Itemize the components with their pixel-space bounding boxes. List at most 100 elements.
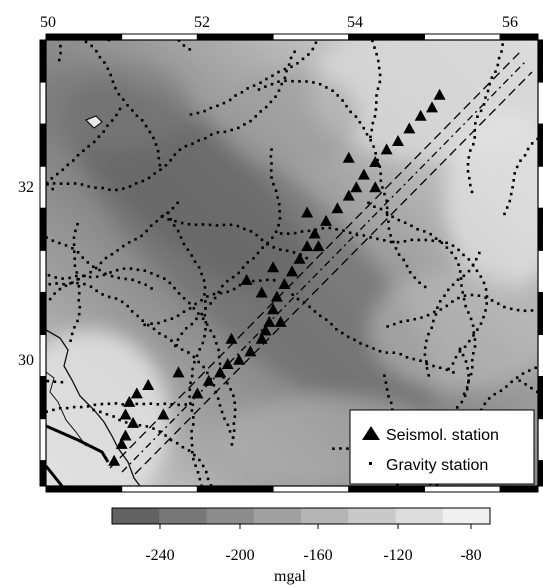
gravity-station-marker bbox=[226, 423, 230, 427]
gravity-station-marker bbox=[383, 374, 386, 377]
gravity-station-marker bbox=[209, 329, 212, 332]
gravity-station-marker bbox=[164, 335, 167, 338]
gravity-station-marker bbox=[451, 362, 455, 365]
gravity-station-marker bbox=[76, 278, 79, 281]
gravity-station-marker bbox=[355, 233, 359, 237]
frame-segment-right bbox=[537, 249, 543, 293]
seismic-station-marker bbox=[433, 88, 446, 100]
gravity-station-marker bbox=[397, 218, 401, 222]
gravity-station-marker bbox=[331, 89, 334, 92]
gravity-station-marker bbox=[218, 404, 222, 407]
gravity-station-marker bbox=[330, 322, 333, 326]
gravity-station-marker bbox=[143, 323, 146, 327]
gravity-station-marker bbox=[462, 297, 466, 301]
gravity-station-marker bbox=[465, 386, 469, 389]
gravity-station-marker bbox=[425, 339, 428, 343]
gravity-station-marker bbox=[72, 243, 76, 246]
gravity-station-marker bbox=[232, 422, 236, 425]
gravity-station-marker bbox=[410, 238, 414, 242]
colorbar-tick-label: -160 bbox=[303, 547, 332, 564]
frame-segment-right bbox=[537, 376, 543, 420]
gravity-station-marker bbox=[144, 124, 148, 128]
gravity-station-marker bbox=[131, 109, 134, 112]
gravity-station-marker bbox=[203, 334, 206, 338]
gravity-station-marker bbox=[76, 319, 79, 323]
gravity-station-marker bbox=[198, 348, 201, 351]
seismic-station-marker bbox=[127, 416, 140, 428]
gravity-station-marker bbox=[402, 258, 405, 262]
gravity-station-marker bbox=[321, 227, 325, 230]
colorbar-segment bbox=[159, 508, 207, 524]
frame-segment-right bbox=[537, 460, 543, 487]
gravity-station-marker bbox=[210, 133, 213, 136]
seismic-station-marker bbox=[130, 387, 143, 399]
gravity-station-marker bbox=[512, 179, 515, 182]
gravity-station-marker bbox=[462, 253, 465, 257]
gravity-station-marker bbox=[66, 182, 70, 185]
gravity-station-marker bbox=[454, 355, 458, 359]
gravity-station-marker bbox=[375, 94, 378, 97]
gravity-station-marker bbox=[142, 402, 146, 406]
gravity-station-marker bbox=[277, 80, 280, 83]
gravity-station-marker bbox=[493, 392, 497, 396]
frame-segment-right bbox=[537, 123, 543, 167]
gravity-station-marker bbox=[205, 323, 209, 326]
gravity-station-marker bbox=[335, 327, 338, 331]
gravity-station-marker bbox=[436, 306, 439, 309]
gravity-station-marker bbox=[341, 331, 344, 335]
gravity-station-marker bbox=[365, 133, 369, 136]
gravity-station-marker bbox=[200, 272, 203, 276]
gravity-station-marker bbox=[64, 284, 68, 287]
seismic-station-marker bbox=[225, 332, 238, 344]
gravity-station-marker bbox=[177, 229, 180, 233]
gravity-station-marker bbox=[477, 294, 481, 297]
gravity-station-marker bbox=[375, 101, 378, 104]
gravity-station-marker bbox=[97, 135, 101, 138]
gravity-station-marker bbox=[293, 231, 297, 235]
border-line-2 bbox=[46, 465, 64, 486]
gravity-station-marker bbox=[467, 258, 471, 261]
lon-tick-label: 50 bbox=[40, 14, 56, 31]
seismic-station-marker bbox=[255, 286, 268, 298]
gravity-station-marker bbox=[164, 434, 167, 437]
colorbar-segment bbox=[442, 508, 491, 524]
gravity-station-marker bbox=[425, 367, 429, 370]
gravity-station-marker bbox=[217, 348, 220, 352]
gravity-station-marker bbox=[81, 256, 84, 259]
profile-line-lower bbox=[134, 71, 533, 475]
gravity-station-marker bbox=[106, 124, 109, 127]
gravity-station-marker bbox=[462, 392, 466, 396]
gravity-station-marker bbox=[469, 317, 473, 321]
gravity-station-marker bbox=[59, 51, 62, 55]
gravity-station-marker bbox=[516, 308, 520, 312]
gravity-station-marker bbox=[470, 293, 474, 297]
gravity-station-marker bbox=[194, 223, 198, 227]
gravity-station-marker bbox=[373, 205, 376, 208]
gravity-station-marker bbox=[76, 251, 80, 254]
gravity-station-marker bbox=[396, 484, 399, 486]
gravity-station-marker bbox=[231, 275, 235, 279]
gravity-station-marker bbox=[373, 46, 376, 49]
gravity-station-marker bbox=[287, 63, 291, 66]
gravity-station-marker bbox=[58, 58, 61, 62]
gravity-station-marker bbox=[339, 447, 342, 450]
frame-segment-left bbox=[39, 249, 47, 293]
gravity-station-marker bbox=[66, 163, 70, 167]
gravity-station-marker bbox=[412, 357, 415, 361]
gravity-station-marker bbox=[486, 89, 490, 93]
gravity-station-marker bbox=[457, 263, 460, 266]
gravity-station-marker bbox=[469, 149, 472, 152]
gravity-station-marker bbox=[305, 80, 308, 83]
gravity-station-marker bbox=[152, 327, 156, 331]
gravity-station-marker bbox=[203, 286, 207, 289]
gravity-station-marker bbox=[89, 285, 93, 288]
gravity-station-marker bbox=[90, 44, 93, 48]
gravity-station-marker bbox=[150, 322, 153, 325]
gravity-station-marker bbox=[424, 238, 428, 242]
gravity-station-marker bbox=[467, 156, 471, 159]
gravity-station-marker bbox=[471, 264, 475, 267]
gravity-station-marker bbox=[513, 172, 516, 175]
gravity-station-marker bbox=[348, 231, 352, 235]
gravity-station-marker bbox=[503, 212, 506, 216]
gravity-station-marker bbox=[118, 418, 121, 422]
